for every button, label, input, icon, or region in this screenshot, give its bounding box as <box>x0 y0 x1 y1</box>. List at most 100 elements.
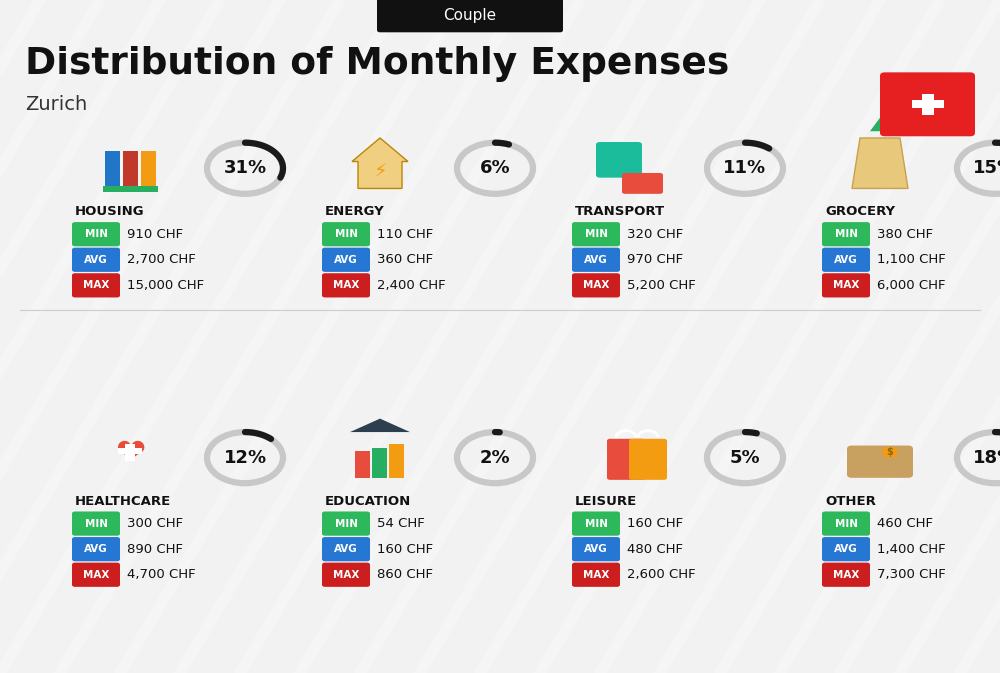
Text: MAX: MAX <box>83 281 109 290</box>
Text: 1,400 CHF: 1,400 CHF <box>877 542 946 556</box>
Text: MIN: MIN <box>85 229 108 239</box>
Bar <box>372 448 387 478</box>
Text: 970 CHF: 970 CHF <box>627 253 683 267</box>
Text: EDUCATION: EDUCATION <box>325 495 411 508</box>
FancyBboxPatch shape <box>822 511 870 536</box>
Text: 160 CHF: 160 CHF <box>377 542 433 556</box>
FancyBboxPatch shape <box>322 273 370 297</box>
FancyBboxPatch shape <box>622 173 663 194</box>
Bar <box>912 100 944 108</box>
Text: AVG: AVG <box>334 255 358 264</box>
Bar <box>355 451 370 478</box>
Text: MAX: MAX <box>333 281 359 290</box>
Text: AVG: AVG <box>834 544 858 554</box>
Bar <box>118 448 142 454</box>
FancyBboxPatch shape <box>822 222 870 246</box>
Text: MIN: MIN <box>834 229 858 239</box>
Text: MAX: MAX <box>583 281 609 290</box>
Text: AVG: AVG <box>334 544 358 554</box>
FancyBboxPatch shape <box>572 273 620 297</box>
Polygon shape <box>350 419 410 432</box>
Text: 360 CHF: 360 CHF <box>377 253 433 267</box>
Text: 4,700 CHF: 4,700 CHF <box>127 568 196 581</box>
Text: 31%: 31% <box>223 160 267 177</box>
FancyBboxPatch shape <box>322 511 370 536</box>
Text: 6,000 CHF: 6,000 CHF <box>877 279 946 292</box>
FancyBboxPatch shape <box>822 273 870 297</box>
FancyBboxPatch shape <box>322 537 370 561</box>
FancyBboxPatch shape <box>72 222 120 246</box>
Text: 54 CHF: 54 CHF <box>377 517 425 530</box>
Text: ⚡: ⚡ <box>373 162 387 181</box>
Text: AVG: AVG <box>584 544 608 554</box>
FancyBboxPatch shape <box>822 248 870 272</box>
Text: 5%: 5% <box>730 449 760 466</box>
Text: MIN: MIN <box>584 229 608 239</box>
Text: 480 CHF: 480 CHF <box>627 542 683 556</box>
Text: Zurich: Zurich <box>25 95 87 114</box>
Text: 890 CHF: 890 CHF <box>127 542 183 556</box>
FancyBboxPatch shape <box>847 446 913 478</box>
FancyBboxPatch shape <box>322 222 370 246</box>
Text: 5,200 CHF: 5,200 CHF <box>627 279 696 292</box>
Text: 7,300 CHF: 7,300 CHF <box>877 568 946 581</box>
Text: MIN: MIN <box>335 519 358 528</box>
Text: Distribution of Monthly Expenses: Distribution of Monthly Expenses <box>25 46 729 82</box>
Bar <box>389 444 404 478</box>
Text: OTHER: OTHER <box>825 495 876 508</box>
Text: 300 CHF: 300 CHF <box>127 517 183 530</box>
Bar <box>125 444 135 461</box>
Text: 910 CHF: 910 CHF <box>127 227 183 241</box>
Bar <box>105 151 120 188</box>
FancyBboxPatch shape <box>72 563 120 587</box>
Circle shape <box>882 447 898 458</box>
Text: Couple: Couple <box>443 7 497 23</box>
Text: MIN: MIN <box>335 229 358 239</box>
Text: 860 CHF: 860 CHF <box>377 568 433 581</box>
Text: $: $ <box>887 448 893 457</box>
Text: MIN: MIN <box>584 519 608 528</box>
Text: 2%: 2% <box>480 449 510 466</box>
Bar <box>377 420 383 432</box>
FancyBboxPatch shape <box>880 73 975 137</box>
Text: 380 CHF: 380 CHF <box>877 227 933 241</box>
FancyBboxPatch shape <box>572 563 620 587</box>
FancyBboxPatch shape <box>72 273 120 297</box>
Text: 2,700 CHF: 2,700 CHF <box>127 253 196 267</box>
FancyBboxPatch shape <box>72 537 120 561</box>
FancyBboxPatch shape <box>322 563 370 587</box>
Text: HOUSING: HOUSING <box>75 205 145 219</box>
Text: 11%: 11% <box>723 160 767 177</box>
Text: 15,000 CHF: 15,000 CHF <box>127 279 204 292</box>
Text: TRANSPORT: TRANSPORT <box>575 205 665 219</box>
Text: MAX: MAX <box>83 570 109 579</box>
FancyBboxPatch shape <box>607 439 645 480</box>
Bar <box>141 151 156 188</box>
FancyBboxPatch shape <box>572 248 620 272</box>
Text: ❤: ❤ <box>115 437 145 471</box>
FancyBboxPatch shape <box>72 511 120 536</box>
FancyBboxPatch shape <box>572 511 620 536</box>
Text: 460 CHF: 460 CHF <box>877 517 933 530</box>
Text: MIN: MIN <box>85 519 108 528</box>
FancyBboxPatch shape <box>572 222 620 246</box>
Text: MAX: MAX <box>833 570 859 579</box>
FancyBboxPatch shape <box>572 537 620 561</box>
Text: AVG: AVG <box>834 255 858 264</box>
Text: MAX: MAX <box>333 570 359 579</box>
Text: 6%: 6% <box>480 160 510 177</box>
FancyBboxPatch shape <box>322 248 370 272</box>
Text: 110 CHF: 110 CHF <box>377 227 433 241</box>
Polygon shape <box>870 118 890 131</box>
Text: LEISURE: LEISURE <box>575 495 637 508</box>
Text: HEALTHCARE: HEALTHCARE <box>75 495 171 508</box>
Text: 18%: 18% <box>973 449 1000 466</box>
FancyBboxPatch shape <box>72 248 120 272</box>
Bar <box>103 186 158 192</box>
Text: AVG: AVG <box>84 255 108 264</box>
Text: GROCERY: GROCERY <box>825 205 895 219</box>
FancyBboxPatch shape <box>822 563 870 587</box>
Text: ENERGY: ENERGY <box>325 205 385 219</box>
Polygon shape <box>352 138 408 188</box>
Text: 320 CHF: 320 CHF <box>627 227 683 241</box>
